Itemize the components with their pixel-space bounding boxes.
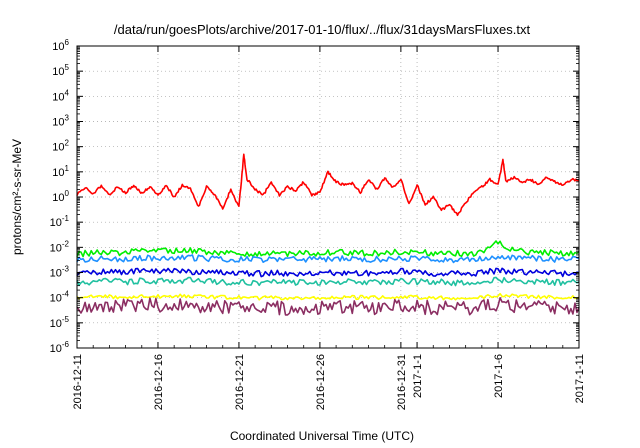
y-tick-label: 101 — [52, 164, 69, 179]
y-axis-label: protons/cm²-s-sr-MeV — [10, 139, 24, 255]
x-tick-label: 2017-1-1 — [412, 354, 424, 398]
x-tick-label: 2016-12-26 — [315, 354, 327, 410]
series-line — [76, 153, 580, 217]
series-group — [76, 153, 580, 316]
series-line — [76, 240, 580, 258]
y-tick-label: 10-4 — [50, 290, 70, 305]
series-line — [76, 267, 580, 278]
y-tick-label: 102 — [52, 139, 69, 154]
x-tick-label: 2016-12-21 — [234, 354, 246, 410]
y-ticks: 10-6 10-5 10-4 10-3 10-2 10-1 100 101 102 103 104 1… — [50, 38, 579, 355]
series-line — [76, 292, 580, 301]
plot-frame — [76, 45, 580, 349]
x-tick-label: 2016-12-31 — [396, 354, 408, 410]
chart-title: /data/run/goesPlots/archive/2017-01-10/f… — [114, 22, 531, 37]
series-line — [76, 276, 580, 287]
x-tick-label: 2016-12-16 — [153, 354, 165, 410]
grid — [77, 46, 579, 348]
y-tick-label: 10-6 — [50, 340, 70, 355]
x-ticks: 2016-12-11 2016-12-16 2016-12-21 2016-12-26… — [72, 46, 586, 410]
series-line — [76, 297, 580, 316]
y-tick-label: 100 — [52, 189, 69, 204]
y-tick-label: 103 — [52, 114, 69, 129]
x-tick-label: 2017-1-6 — [493, 354, 505, 398]
x-tick-label: 2017-1-11 — [574, 354, 586, 403]
x-axis-label: Coordinated Universal Time (UTC) — [230, 429, 414, 443]
series-line — [76, 254, 580, 264]
y-tick-label: 105 — [52, 63, 69, 78]
x-tick-label: 2016-12-11 — [72, 354, 84, 409]
y-tick-label: 10-3 — [50, 265, 70, 280]
y-tick-label: 106 — [52, 38, 69, 53]
y-tick-label: 104 — [52, 88, 69, 103]
y-tick-label: 10-1 — [50, 214, 70, 229]
y-tick-label: 10-5 — [50, 315, 70, 330]
y-tick-label: 10-2 — [50, 239, 70, 254]
